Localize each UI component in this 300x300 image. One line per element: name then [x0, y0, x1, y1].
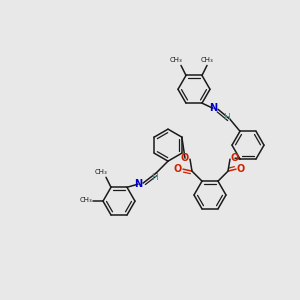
- Text: CH₃: CH₃: [169, 57, 182, 63]
- Text: CH₃: CH₃: [94, 169, 107, 175]
- Text: N: N: [134, 179, 142, 189]
- Text: O: O: [174, 164, 182, 174]
- Text: O: O: [231, 153, 239, 163]
- Text: H: H: [151, 172, 158, 182]
- Text: O: O: [237, 164, 245, 174]
- Text: H: H: [224, 113, 230, 122]
- Text: N: N: [209, 103, 217, 113]
- Text: CH₃: CH₃: [201, 57, 213, 63]
- Text: CH₃: CH₃: [80, 197, 92, 203]
- Text: O: O: [181, 153, 189, 163]
